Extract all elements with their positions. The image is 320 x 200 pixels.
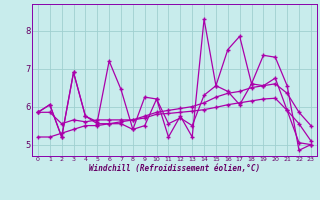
X-axis label: Windchill (Refroidissement éolien,°C): Windchill (Refroidissement éolien,°C) [89,164,260,173]
